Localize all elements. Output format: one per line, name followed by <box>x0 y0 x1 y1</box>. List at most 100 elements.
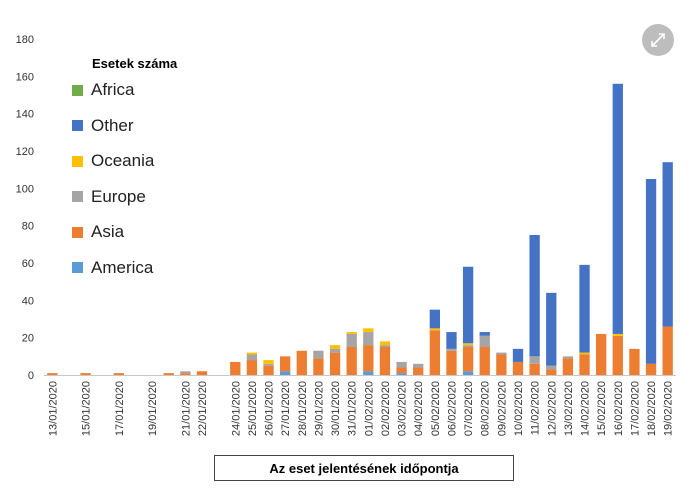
x-tick-label: 12/02/2020 <box>546 381 558 436</box>
x-tick-label: 05/02/2020 <box>430 381 442 436</box>
y-tick-label: 140 <box>16 109 34 121</box>
x-tick-label: 14/02/2020 <box>580 381 592 436</box>
x-tick-label: 19/02/2020 <box>663 381 675 436</box>
y-tick-label: 160 <box>16 71 34 83</box>
x-tick-label: 15/01/2020 <box>81 381 93 436</box>
legend-swatch <box>72 155 83 167</box>
bar-segment-asia-01/02/2020 <box>363 345 374 372</box>
bar-segment-other-10/02/2020 <box>512 348 524 362</box>
bar-segment-other-16/02/2020 <box>612 83 623 334</box>
bar-segment-europe-12/02/2020 <box>546 365 557 370</box>
bar-segment-oceania-31/01/2020 <box>346 332 357 334</box>
bar-segment-asia-16/02/2020 <box>612 335 623 375</box>
bar-segment-europe-08/02/2020 <box>479 335 490 347</box>
y-tick-label: 80 <box>22 221 34 233</box>
bar-segment-europe-01/02/2020 <box>363 332 374 346</box>
bar-segment-asia-28/01/2020 <box>296 350 307 375</box>
bar-segment-europe-21/01/2020 <box>180 371 191 374</box>
x-tick-label: 26/01/2020 <box>264 381 276 436</box>
bar-segment-asia-10/02/2020 <box>512 361 524 375</box>
bar-segment-america-03/02/2020 <box>396 373 407 375</box>
bar-segment-asia-20/01/2020 <box>163 373 174 375</box>
bar-segment-other-14/02/2020 <box>579 264 590 353</box>
legend-label: Asia <box>91 222 125 241</box>
x-axis: 13/01/2020 15/01/2020 17/01/2020 19/01/2020… <box>44 375 676 436</box>
bar-segment-asia-09/02/2020 <box>496 354 507 375</box>
bar-segment-europe-03/02/2020 <box>396 361 407 368</box>
legend-label: Europe <box>91 186 146 206</box>
x-tick-label: 24/01/2020 <box>230 381 242 436</box>
x-tick-label: 29/01/2020 <box>313 381 325 436</box>
y-tick-label: 40 <box>22 295 34 307</box>
bar-segment-oceania-02/02/2020 <box>379 341 391 346</box>
bar-segment-oceania-16/02/2020 <box>612 333 623 336</box>
bar-segment-asia-26/01/2020 <box>263 365 274 375</box>
bar-segment-america-01/02/2020 <box>363 371 374 375</box>
y-tick-label: 20 <box>22 333 34 345</box>
bar-segment-asia-17/02/2020 <box>629 348 640 375</box>
bar-segment-asia-27/01/2020 <box>280 356 291 372</box>
x-tick-label: 17/01/2020 <box>114 381 126 436</box>
bar-segment-other-19/02/2020 <box>662 162 673 327</box>
legend-swatch <box>72 120 83 131</box>
legend-label: Africa <box>91 80 135 99</box>
bar-stacks <box>47 83 673 375</box>
bar-segment-europe-02/02/2020 <box>379 345 391 347</box>
bar-segment-asia-21/01/2020 <box>180 373 191 375</box>
y-tick-label: 60 <box>22 258 34 270</box>
bar-segment-asia-12/02/2020 <box>546 369 557 375</box>
legend-item-other: Other <box>72 115 134 137</box>
bar-segment-other-18/02/2020 <box>645 179 657 364</box>
legend-swatch <box>72 262 83 273</box>
bar-segment-other-05/02/2020 <box>429 309 440 329</box>
legend-item-europe: Europe <box>72 186 146 208</box>
bar-segment-oceania-14/02/2020 <box>579 352 590 355</box>
x-tick-label: 31/01/2020 <box>347 381 359 436</box>
bar-segment-asia-15/01/2020 <box>80 373 91 375</box>
x-tick-label: 13/01/2020 <box>47 381 59 436</box>
y-tick-label: 100 <box>16 183 34 195</box>
legend-title: Esetek száma <box>92 56 178 71</box>
bar-segment-asia-11/02/2020 <box>529 363 540 375</box>
bar-segment-europe-25/01/2020 <box>246 354 258 361</box>
bar-segment-asia-30/01/2020 <box>329 352 341 375</box>
bar-segment-asia-13/01/2020 <box>47 373 58 375</box>
bar-segment-europe-31/01/2020 <box>346 333 357 347</box>
bar-segment-asia-04/02/2020 <box>413 367 424 375</box>
bar-segment-other-11/02/2020 <box>529 235 540 357</box>
legend-item-oceania: Oceania <box>72 150 154 172</box>
bar-segment-asia-05/02/2020 <box>429 330 440 375</box>
legend-item-africa: Africa <box>72 79 134 101</box>
bar-segment-europe-30/01/2020 <box>329 348 341 353</box>
bar-segment-other-12/02/2020 <box>546 292 557 366</box>
x-axis-title: Az eset jelentésének időpontja <box>214 455 514 481</box>
x-tick-label: 06/02/2020 <box>446 381 458 436</box>
bar-segment-europe-11/02/2020 <box>529 356 540 364</box>
bar-segment-asia-17/01/2020 <box>113 373 124 375</box>
bar-segment-oceania-07/02/2020 <box>462 343 474 346</box>
x-tick-label: 19/01/2020 <box>147 381 159 436</box>
x-tick-label: 02/02/2020 <box>380 381 392 436</box>
bar-segment-europe-09/02/2020 <box>496 352 507 355</box>
x-tick-label: 27/01/2020 <box>280 381 292 436</box>
x-tick-label: 04/02/2020 <box>413 381 425 436</box>
legend-swatch <box>72 226 83 238</box>
bar-segment-europe-13/02/2020 <box>562 356 574 359</box>
x-tick-label: 01/02/2020 <box>363 381 375 436</box>
bar-segment-asia-19/02/2020 <box>662 326 673 375</box>
bar-segment-oceania-26/01/2020 <box>263 360 274 364</box>
bar-segment-asia-06/02/2020 <box>446 350 457 375</box>
y-axis: 0 20 40 60 80 100 120 140 160 180 <box>16 34 34 382</box>
bar-segment-america-27/01/2020 <box>280 371 291 375</box>
bar-segment-europe-04/02/2020 <box>413 363 424 368</box>
x-tick-label: 22/01/2020 <box>197 381 209 436</box>
x-tick-label: 11/02/2020 <box>530 381 542 435</box>
bar-segment-europe-26/01/2020 <box>263 363 274 366</box>
x-tick-label: 17/02/2020 <box>629 381 641 436</box>
x-tick-label: 09/02/2020 <box>496 381 508 436</box>
bar-segment-asia-25/01/2020 <box>246 360 258 375</box>
bar-segment-other-07/02/2020 <box>462 266 474 344</box>
y-tick-label: 180 <box>16 34 34 46</box>
expand-icon[interactable] <box>642 24 674 56</box>
bar-segment-asia-29/01/2020 <box>313 358 324 375</box>
